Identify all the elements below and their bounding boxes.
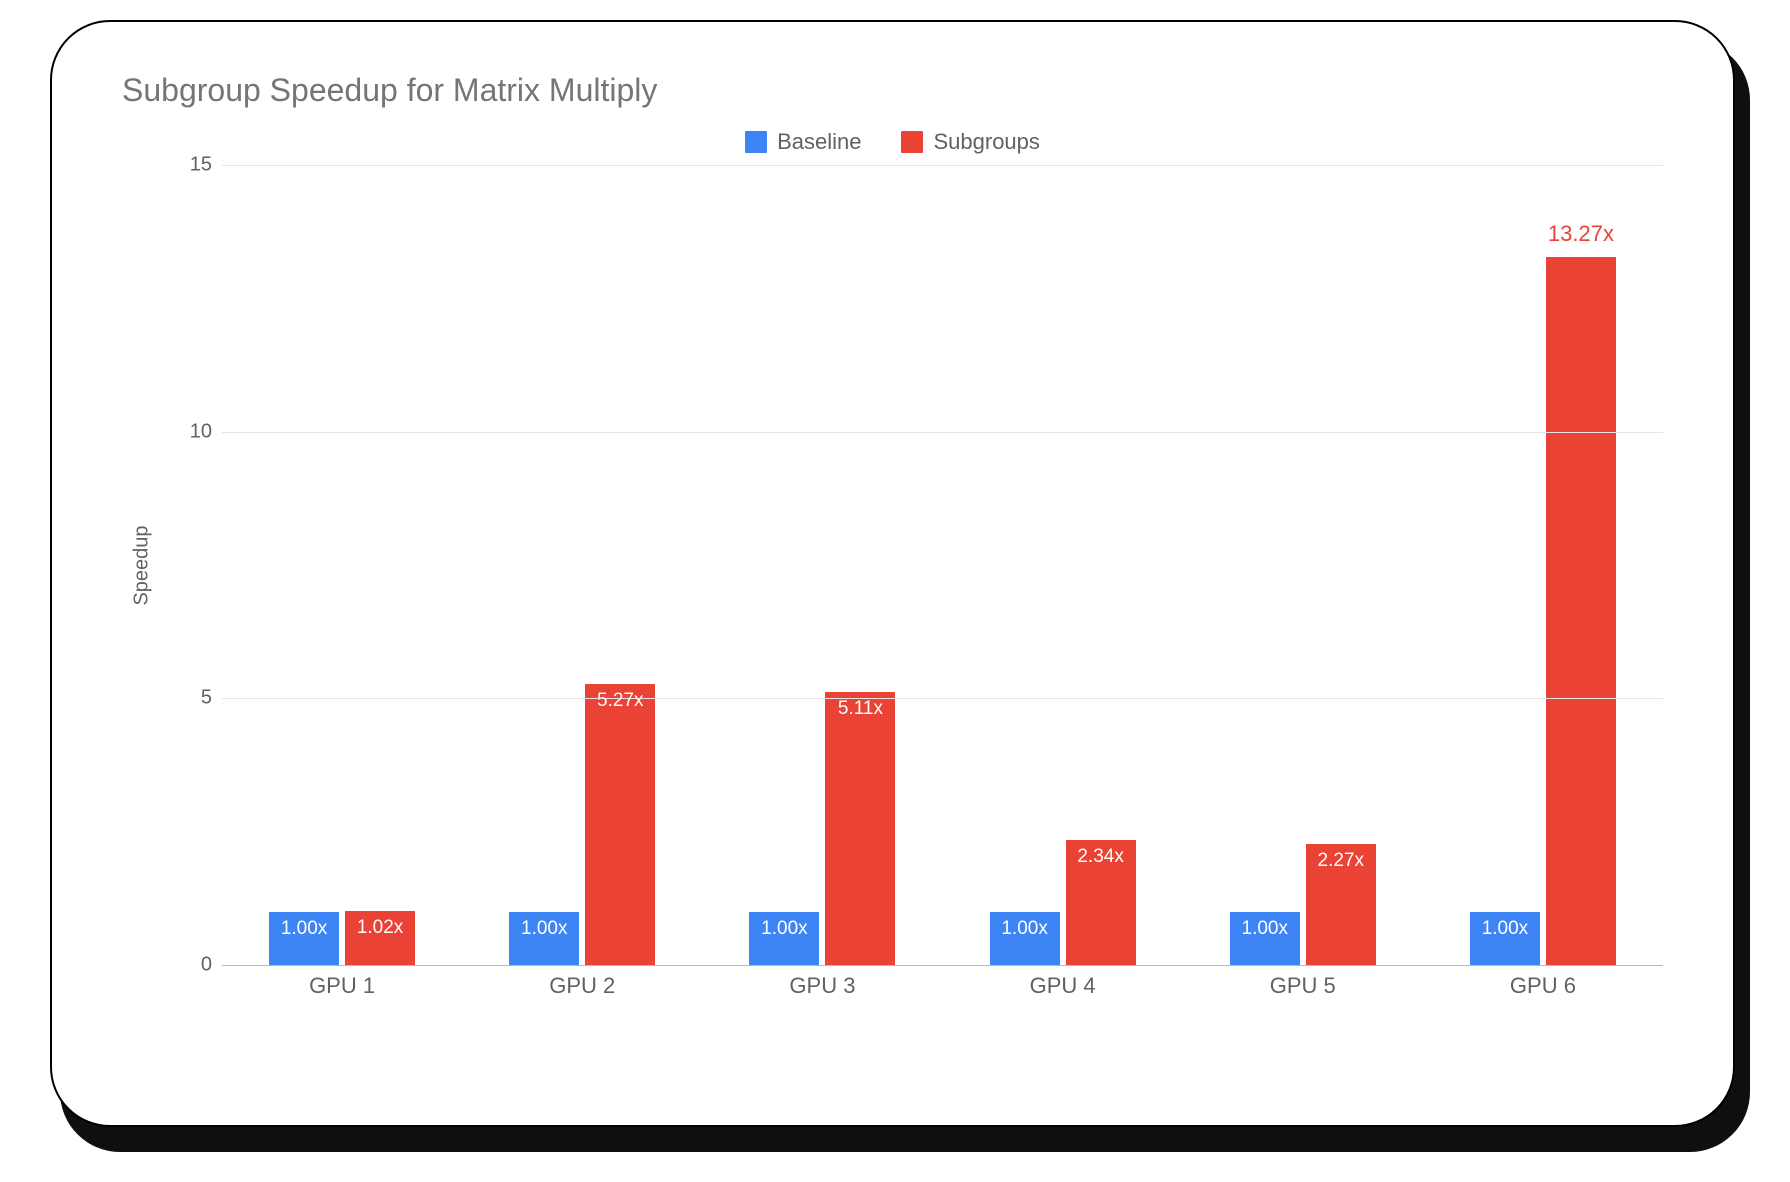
x-axis-labels: GPU 1GPU 2GPU 3GPU 4GPU 5GPU 6 (222, 973, 1663, 999)
bar-group: 1.00x 1.02x (222, 165, 462, 965)
bar-baseline: 1.00x (1470, 912, 1540, 965)
bar-value-label: 1.00x (269, 918, 339, 940)
legend: Baseline Subgroups (122, 129, 1663, 155)
x-axis-label: GPU 2 (462, 973, 702, 999)
bar-value-label: 1.00x (1230, 918, 1300, 940)
bar-baseline: 1.00x (269, 912, 339, 965)
gridline (222, 432, 1663, 433)
bar-value-label: 1.00x (749, 918, 819, 940)
bars-container: 1.00x 13.27x (1423, 165, 1663, 965)
bar-value-label: 1.00x (509, 918, 579, 940)
bar-baseline: 1.00x (509, 912, 579, 965)
bar-value-label: 5.27x (585, 690, 655, 712)
plot-area: 1.00x 1.02x 1.00x 5.27x 1.00x 5.11x 1.00x 2.34x… (222, 165, 1663, 965)
legend-swatch-baseline (745, 131, 767, 153)
bar-subgroups: 13.27x (1546, 257, 1616, 965)
gridline (222, 698, 1663, 699)
bars-container: 1.00x 5.11x (702, 165, 942, 965)
y-axis-label: Speedup (131, 525, 154, 605)
chart-title: Subgroup Speedup for Matrix Multiply (122, 72, 1663, 109)
bars-container: 1.00x 2.34x (943, 165, 1183, 965)
bar-subgroups: 2.27x (1306, 844, 1376, 965)
bar-group: 1.00x 5.27x (462, 165, 702, 965)
y-tick: 0 (201, 954, 212, 977)
legend-label-subgroups: Subgroups (933, 129, 1039, 155)
chart-area: Speedup 051015 1.00x1.02x1.00x5.27x1.00x… (122, 165, 1663, 965)
x-axis-label: GPU 4 (943, 973, 1183, 999)
bar-subgroups: 2.34x (1066, 840, 1136, 965)
legend-item-subgroups: Subgroups (901, 129, 1039, 155)
gridline (222, 165, 1663, 166)
chart-card: Subgroup Speedup for Matrix Multiply Bas… (50, 20, 1735, 1127)
y-tick: 10 (190, 420, 212, 443)
y-tick: 5 (201, 687, 212, 710)
bars-container: 1.00x 1.02x (222, 165, 462, 965)
bar-value-label: 5.11x (825, 698, 895, 720)
bar-value-label: 13.27x (1536, 221, 1626, 247)
bars-container: 1.00x 2.27x (1183, 165, 1423, 965)
bar-group: 1.00x 2.34x (943, 165, 1183, 965)
x-axis-label: GPU 1 (222, 973, 462, 999)
bar-groups: 1.00x 1.02x 1.00x 5.27x 1.00x 5.11x 1.00x 2.34x… (222, 165, 1663, 965)
x-axis-label: GPU 6 (1423, 973, 1663, 999)
bar-group: 1.00x 5.11x (702, 165, 942, 965)
y-tick: 15 (190, 154, 212, 177)
bar-value-label: 1.00x (990, 918, 1060, 940)
bar-baseline: 1.00x (749, 912, 819, 965)
bar-group: 1.00x 2.27x (1183, 165, 1423, 965)
bar-value-label: 1.00x (1470, 918, 1540, 940)
bar-baseline: 1.00x (1230, 912, 1300, 965)
bar-subgroups: 1.02x (345, 911, 415, 965)
x-axis-label: GPU 3 (702, 973, 942, 999)
bar-baseline: 1.00x (990, 912, 1060, 965)
bars-container: 1.00x 5.27x (462, 165, 702, 965)
bar-subgroups: 5.27x (585, 684, 655, 965)
legend-item-baseline: Baseline (745, 129, 861, 155)
x-axis-line (222, 965, 1663, 966)
bar-subgroups: 5.11x (825, 692, 895, 965)
bar-group: 1.00x 13.27x (1423, 165, 1663, 965)
bar-value-label: 2.27x (1306, 850, 1376, 872)
bar-value-label: 1.02x (345, 917, 415, 939)
y-axis-label-wrap: Speedup (122, 165, 162, 965)
x-axis-label: GPU 5 (1183, 973, 1423, 999)
legend-swatch-subgroups (901, 131, 923, 153)
bar-value-label: 2.34x (1066, 846, 1136, 868)
y-axis-ticks: 051015 (162, 165, 222, 965)
legend-label-baseline: Baseline (777, 129, 861, 155)
